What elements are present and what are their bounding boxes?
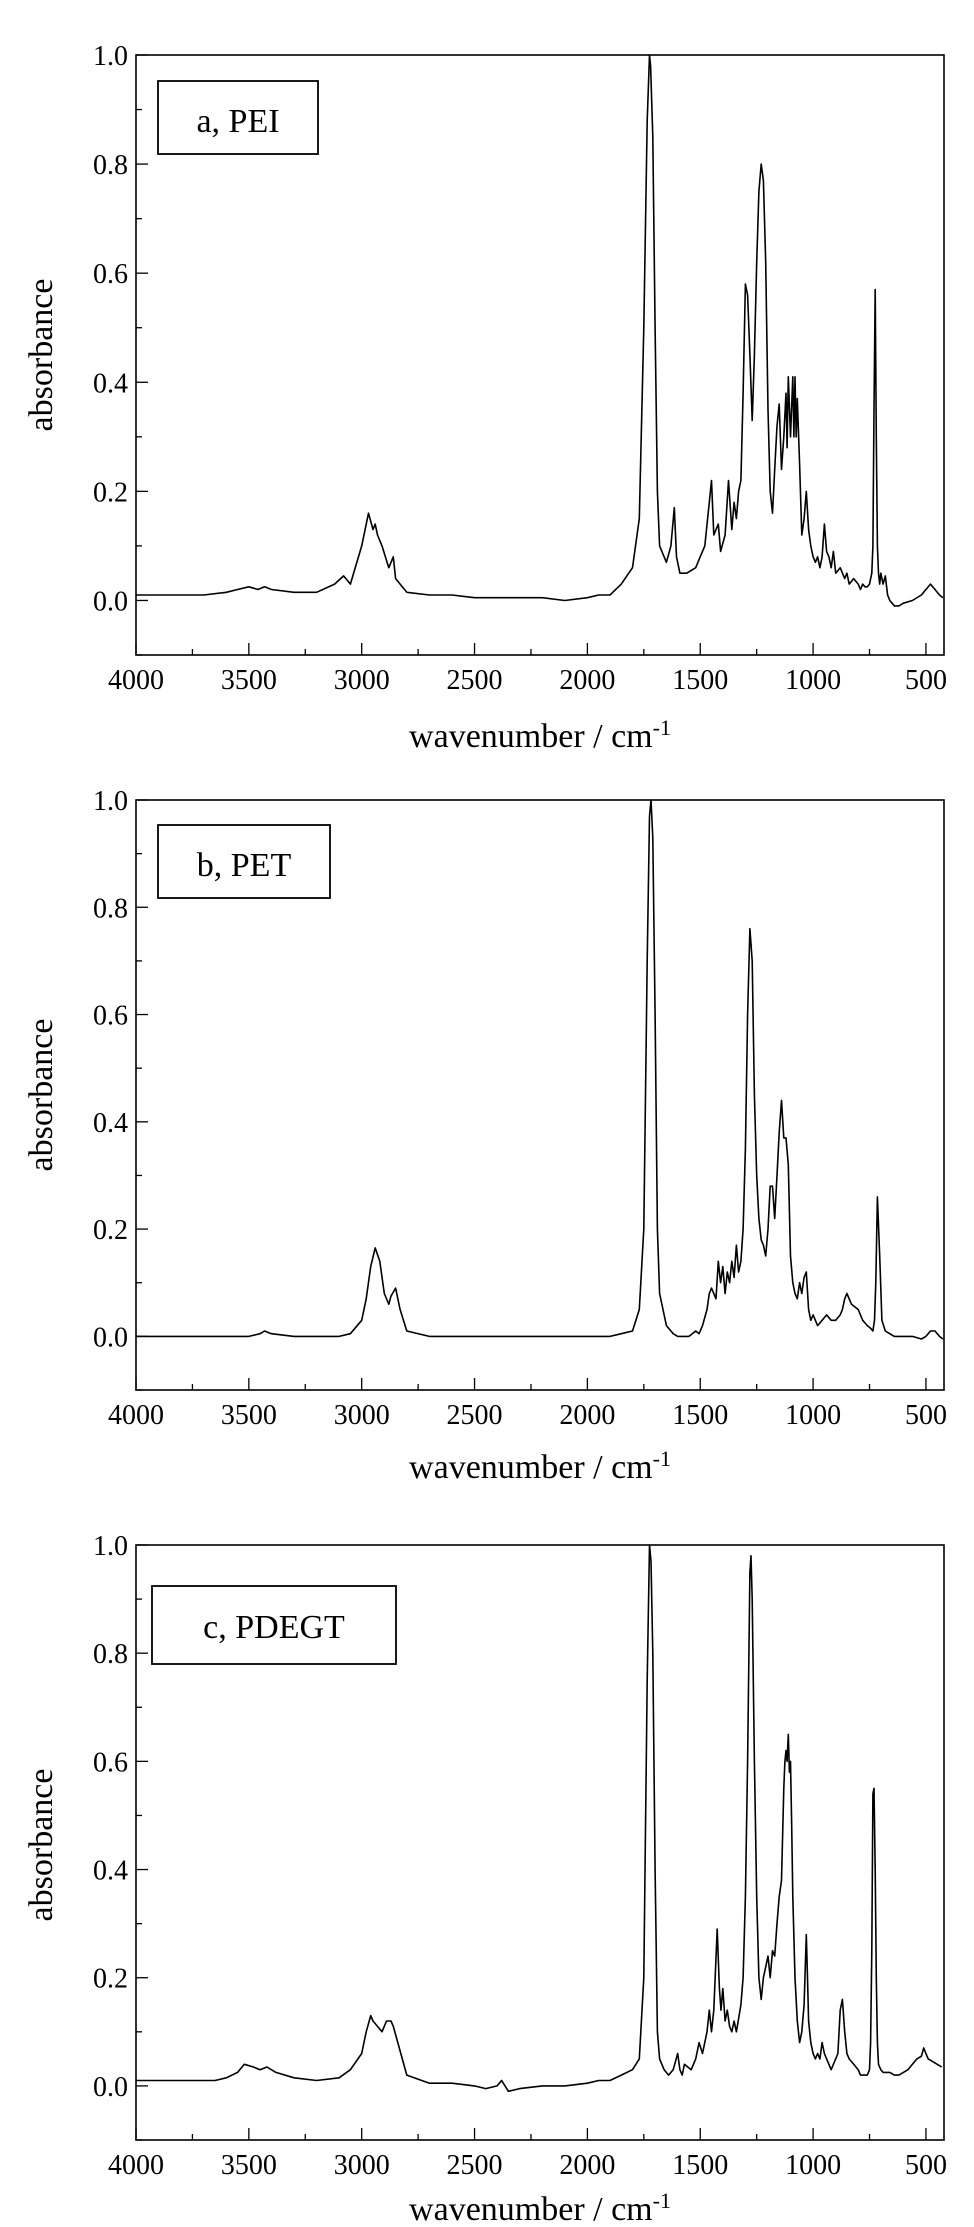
y-tick-label: 1.0 bbox=[93, 1531, 128, 1562]
x-axis-title: wavenumber / cm-1 bbox=[409, 2188, 671, 2227]
y-tick-label: 0.2 bbox=[93, 1215, 128, 1246]
y-axis: 0.0 0.2 0.4 0.6 0.8 1.0 bbox=[93, 1531, 148, 2141]
y-tick-label: 0.8 bbox=[93, 893, 128, 924]
panel-b: 4000 3500 3000 2500 2000 1500 1000 500 0.00.20.… bbox=[23, 786, 947, 1486]
y-axis: 0.0 0.2 0.4 0.6 0.8 1.0 bbox=[93, 786, 148, 1391]
y-tick-label: 0.4 bbox=[93, 1108, 128, 1139]
sample-label-box bbox=[157, 80, 319, 155]
x-tick-label: 1500 bbox=[672, 2150, 728, 2181]
y-tick-label: 0.0 bbox=[93, 1322, 128, 1353]
x-axis: 4000 3500 3000 2500 2000 1500 1000 500 bbox=[108, 2128, 947, 2181]
sample-label: b, PET bbox=[197, 847, 292, 884]
x-tick-label: 1500 bbox=[672, 665, 728, 696]
sample-label: c, PDEGT bbox=[203, 1609, 345, 1646]
y-tick-label: 1.0 bbox=[93, 786, 128, 817]
y-axis: 0.0 0.2 0.4 0.6 0.8 1.0 bbox=[93, 41, 148, 656]
y-tick-label: 0.4 bbox=[93, 1856, 128, 1887]
plot-frame bbox=[135, 1544, 945, 2141]
y-tick-label: 0.8 bbox=[93, 150, 128, 181]
x-tick-label: 500 bbox=[905, 1400, 947, 1431]
x-axis: 4000 3500 3000 2500 2000 1500 1000 500 bbox=[108, 1378, 947, 1431]
spectrum-line bbox=[136, 54, 944, 607]
x-tick-label: 2000 bbox=[559, 1400, 615, 1431]
spectrum-line bbox=[136, 1544, 943, 2093]
sample-label-box bbox=[151, 1585, 397, 1665]
x-tick-label: 1000 bbox=[785, 2150, 841, 2181]
y-tick-label: 0.4 bbox=[93, 368, 128, 399]
x-tick-label: 500 bbox=[905, 2150, 947, 2181]
y-axis-title: absorbance bbox=[23, 279, 60, 432]
y-tick-label: 0.2 bbox=[93, 477, 128, 508]
x-tick-label: 3500 bbox=[221, 1400, 277, 1431]
y-tick-label: 1.0 bbox=[93, 41, 128, 72]
x-tick-label: 2000 bbox=[559, 665, 615, 696]
x-tick-label: 4000 bbox=[108, 2150, 164, 2181]
spectrum-line bbox=[136, 799, 944, 1340]
sample-label: a, PEI bbox=[196, 103, 279, 140]
x-tick-label: 500 bbox=[905, 665, 947, 696]
x-tick-label: 3000 bbox=[334, 2150, 390, 2181]
x-tick-label: 1000 bbox=[785, 665, 841, 696]
y-tick-label: 0.0 bbox=[93, 2072, 128, 2103]
y-tick-label: 0.6 bbox=[93, 1747, 128, 1778]
x-tick-label: 4000 bbox=[108, 665, 164, 696]
x-tick-label: 3500 bbox=[221, 665, 277, 696]
y-tick-label: 0.0 bbox=[93, 586, 128, 617]
y-axis-title: absorbance bbox=[23, 1769, 60, 1922]
x-tick-label: 3500 bbox=[221, 2150, 277, 2181]
x-axis-title: wavenumber / cm-1 bbox=[409, 1446, 671, 1486]
x-tick-label: 2500 bbox=[447, 2150, 503, 2181]
panel-c: 4000 3500 3000 2500 2000 1500 1000 500 0.00.20.… bbox=[23, 1531, 947, 2227]
x-tick-label: 2500 bbox=[447, 1400, 503, 1431]
y-tick-label: 0.6 bbox=[93, 259, 128, 290]
sample-label-box bbox=[157, 824, 331, 899]
x-axis-title: wavenumber / cm-1 bbox=[409, 715, 671, 755]
x-tick-label: 2500 bbox=[447, 665, 503, 696]
x-tick-label: 4000 bbox=[108, 1400, 164, 1431]
plot-frame bbox=[135, 54, 945, 656]
x-tick-label: 3000 bbox=[334, 665, 390, 696]
x-tick-label: 1500 bbox=[672, 1400, 728, 1431]
plot-frame bbox=[135, 799, 945, 1391]
x-tick-label: 1000 bbox=[785, 1400, 841, 1431]
panel-a: 4000 3500 3000 2500 2000 1500 1000 500 0.00.20.… bbox=[23, 41, 947, 755]
x-tick-label: 2000 bbox=[559, 2150, 615, 2181]
y-tick-label: 0.6 bbox=[93, 1001, 128, 1032]
y-tick-label: 0.8 bbox=[93, 1639, 128, 1670]
y-tick-label: 0.2 bbox=[93, 1964, 128, 1995]
x-tick-label: 3000 bbox=[334, 1400, 390, 1431]
x-axis: 4000 3500 3000 2500 2000 1500 1000 500 bbox=[108, 643, 947, 696]
y-axis-title: absorbance bbox=[23, 1019, 60, 1172]
